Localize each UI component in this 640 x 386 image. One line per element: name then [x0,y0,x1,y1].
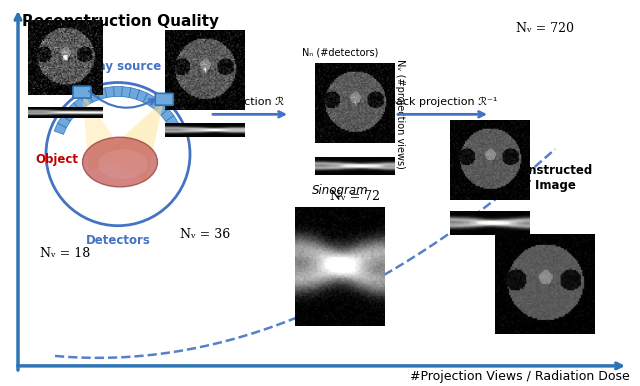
Polygon shape [97,88,107,100]
Text: Nᵥ (#projection views): Nᵥ (#projection views) [395,59,405,169]
Text: Nᵥ = 18: Nᵥ = 18 [40,247,90,261]
Polygon shape [161,109,174,121]
Polygon shape [143,93,155,106]
Text: Nᵥ = 144: Nᵥ = 144 [461,131,519,144]
FancyBboxPatch shape [156,93,173,105]
Polygon shape [58,115,70,128]
Polygon shape [54,123,67,134]
Text: Reconstructed
CT Image: Reconstructed CT Image [497,164,593,192]
Text: Sinogram: Sinogram [312,184,368,197]
Text: Reconstruction Quality: Reconstruction Quality [22,14,219,29]
Polygon shape [114,86,122,96]
Polygon shape [81,93,93,106]
FancyBboxPatch shape [73,86,91,98]
Text: (view 2): (view 2) [28,83,70,93]
Polygon shape [166,115,179,128]
Ellipse shape [98,149,148,179]
Polygon shape [105,86,115,98]
Polygon shape [156,103,168,115]
Text: (view 1): (view 1) [176,90,218,100]
Text: projection ℛ: projection ℛ [216,97,284,107]
Text: #Projection Views / Radiation Dose: #Projection Views / Radiation Dose [410,370,630,383]
Polygon shape [62,109,75,121]
Polygon shape [102,99,164,182]
Polygon shape [88,90,100,102]
Polygon shape [129,88,140,100]
Polygon shape [82,92,128,171]
Polygon shape [68,103,80,115]
Text: Nᵥ = 36: Nᵥ = 36 [180,228,230,240]
Text: back projection ℛ⁻¹: back projection ℛ⁻¹ [389,97,497,107]
Text: X-ray source: X-ray source [79,59,161,73]
Text: Nₙ (#detectors): Nₙ (#detectors) [302,47,378,58]
Ellipse shape [83,137,157,187]
Text: Nᵥ = 72: Nᵥ = 72 [330,190,380,203]
Polygon shape [170,123,182,134]
Polygon shape [150,98,162,110]
Polygon shape [136,90,148,102]
Text: Nᵥ = 720: Nᵥ = 720 [516,22,574,35]
Polygon shape [74,98,86,110]
Text: Object: Object [35,152,78,166]
Text: Detectors: Detectors [86,234,150,247]
Polygon shape [122,86,131,98]
